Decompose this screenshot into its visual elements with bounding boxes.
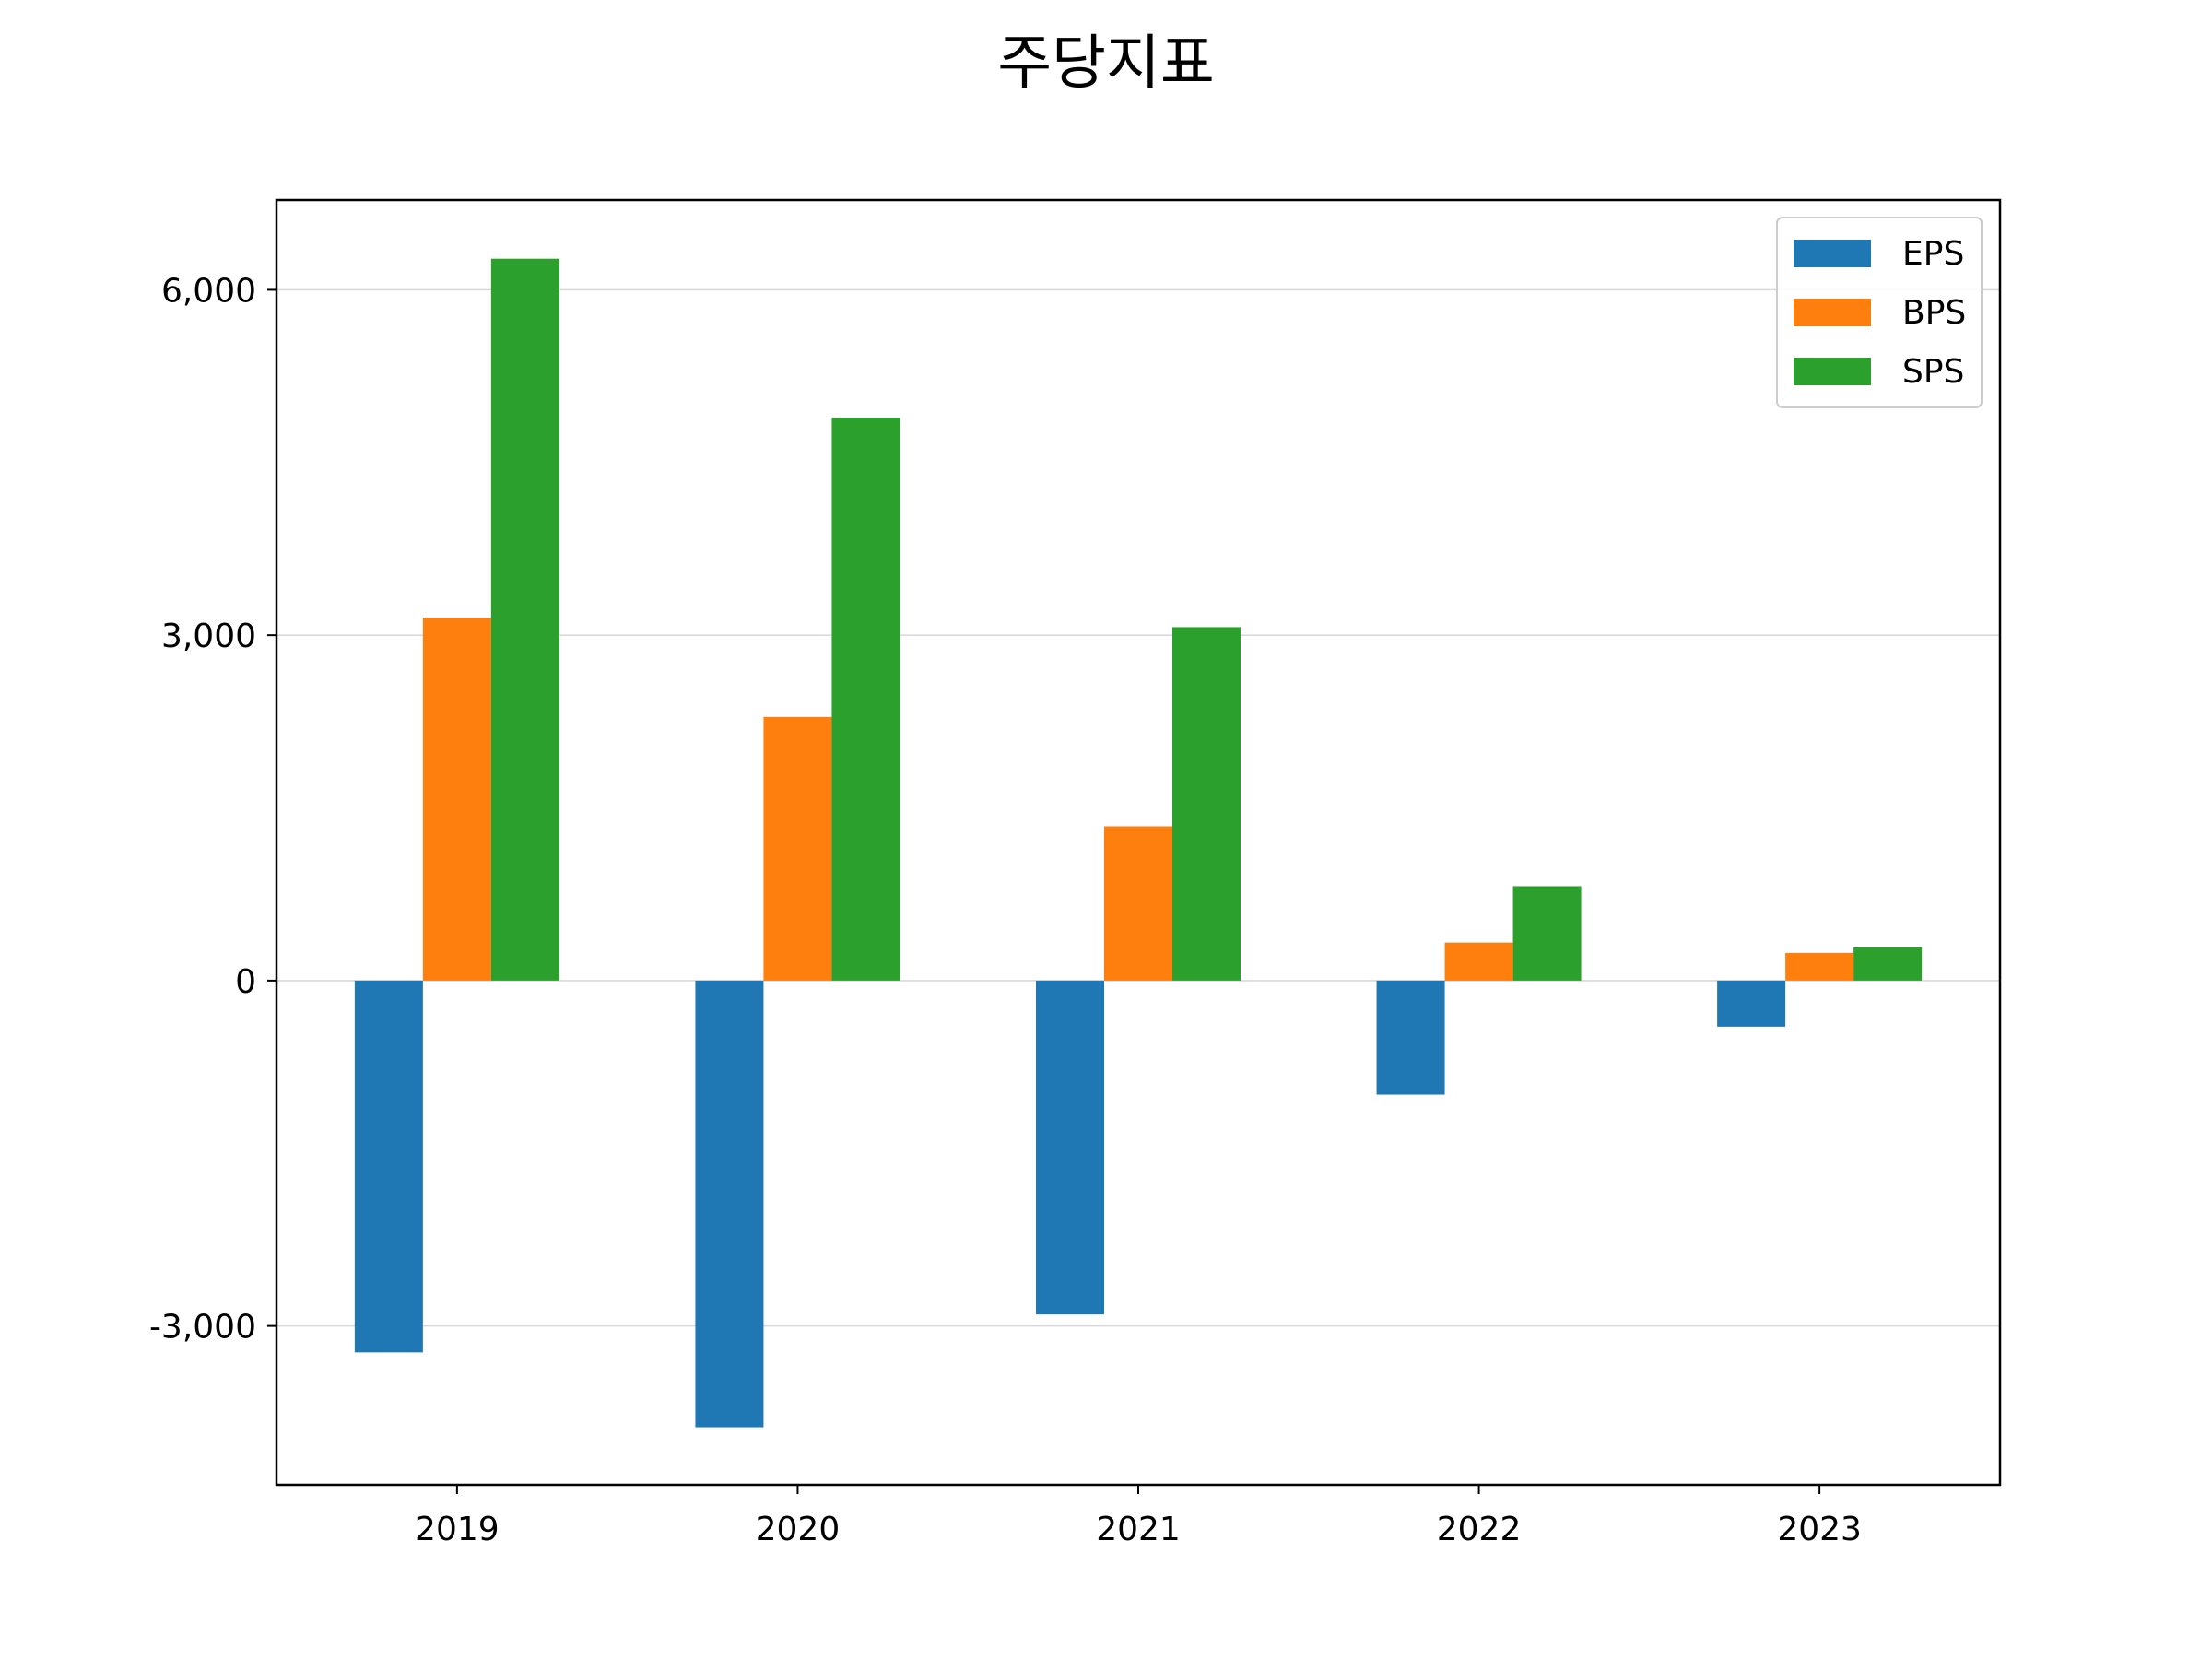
bar-bps-2019 xyxy=(422,618,491,981)
bar-eps-2020 xyxy=(695,980,764,1428)
bar-eps-2023 xyxy=(1717,980,1786,1027)
x-tick-label: 2021 xyxy=(1096,1511,1181,1548)
bar-sps-2021 xyxy=(1172,627,1241,981)
legend-label-sps: SPS xyxy=(1902,353,1964,391)
bar-bps-2022 xyxy=(1444,942,1513,981)
y-tick-label: 3,000 xyxy=(161,618,256,655)
bar-eps-2021 xyxy=(1036,980,1104,1315)
legend-label-bps: BPS xyxy=(1902,294,1966,332)
bar-sps-2023 xyxy=(1853,947,1923,981)
x-tick-label: 2022 xyxy=(1437,1511,1522,1548)
legend-swatch-bps xyxy=(1794,299,1871,326)
axes: -3,000 0 3,000 6,000 2019 2020 2021 2022 2023 xyxy=(149,272,1862,1548)
bar-sps-2022 xyxy=(1512,886,1582,981)
y-tick-label: -3,000 xyxy=(149,1309,256,1347)
bar-eps-2019 xyxy=(354,980,423,1353)
bars xyxy=(354,258,1923,1428)
legend-label-eps: EPS xyxy=(1902,235,1964,273)
bar-sps-2020 xyxy=(831,418,900,981)
chart-title: 주당지표 xyxy=(997,29,1215,98)
legend-swatch-eps xyxy=(1794,240,1871,267)
bar-bps-2023 xyxy=(1785,952,1854,981)
y-tick-label: 0 xyxy=(235,963,256,1001)
y-tick-label: 6,000 xyxy=(161,272,256,310)
bar-eps-2022 xyxy=(1376,980,1445,1095)
x-tick-label: 2023 xyxy=(1777,1511,1862,1548)
bar-bps-2021 xyxy=(1104,826,1172,981)
x-tick-label: 2020 xyxy=(756,1511,841,1548)
bar-bps-2020 xyxy=(763,716,832,981)
bar-sps-2019 xyxy=(490,258,559,981)
x-tick-label: 2019 xyxy=(415,1511,500,1548)
legend-swatch-sps xyxy=(1794,358,1871,385)
legend: EPS BPS SPS xyxy=(1776,217,1983,408)
